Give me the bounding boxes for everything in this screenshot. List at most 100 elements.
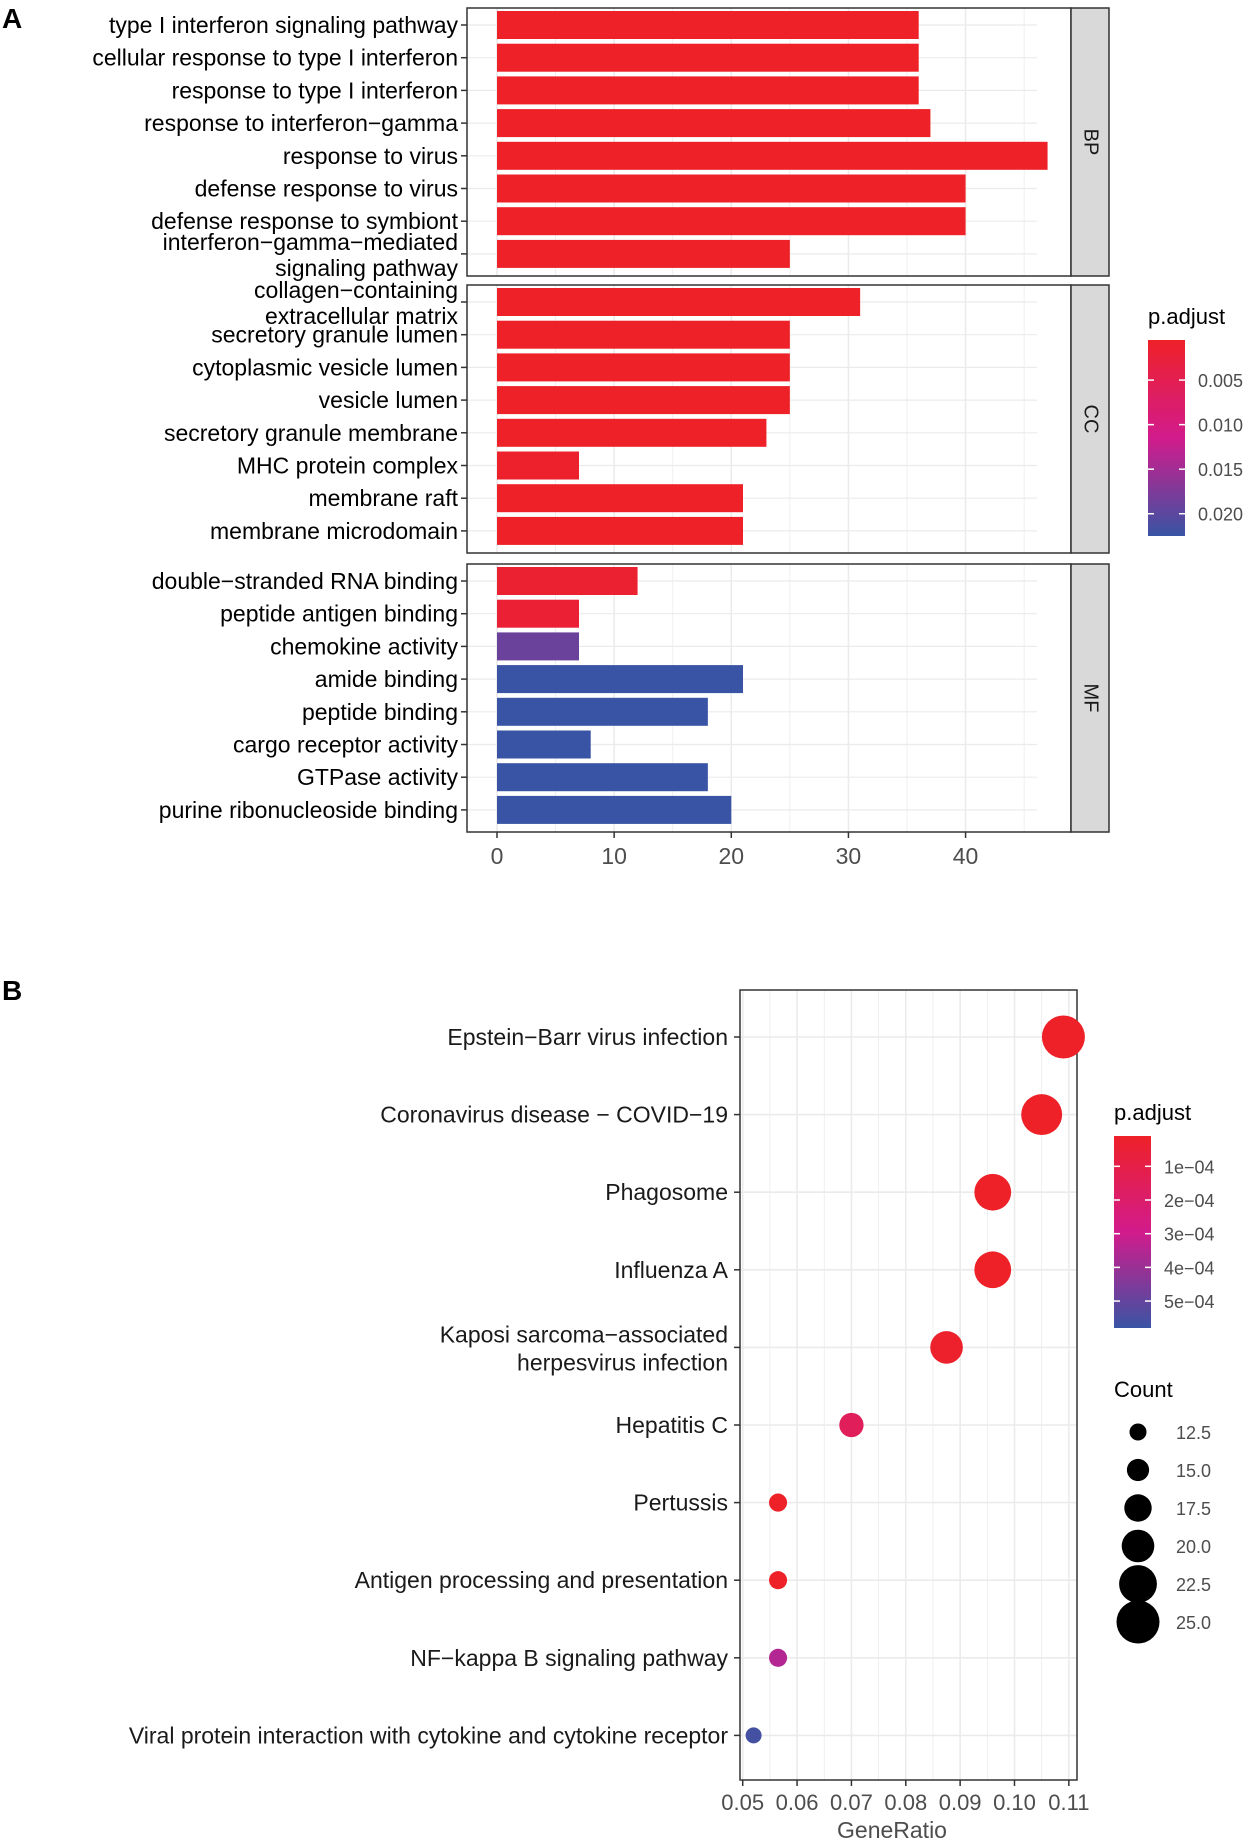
facet-strip-label: MF	[1080, 684, 1102, 713]
size-legend-key	[1119, 1565, 1157, 1603]
category-label: Coronavirus disease − COVID−19	[380, 1102, 728, 1128]
category-label-line: extracellular matrix	[265, 303, 458, 329]
category-label: peptide antigen binding	[220, 601, 458, 627]
chart-a-legend-title: p.adjust	[1148, 304, 1225, 329]
bar	[497, 665, 743, 694]
category-label: response to type I interferon	[172, 77, 458, 103]
x-tick-label: 0.10	[993, 1790, 1036, 1815]
legend-tick-label: 2e−04	[1164, 1191, 1215, 1211]
point	[839, 1412, 864, 1438]
point	[1021, 1094, 1063, 1136]
legend-tick-label: 0.010	[1198, 416, 1243, 436]
category-label-line: herpesvirus infection	[517, 1349, 728, 1375]
x-tick-label: 40	[953, 843, 979, 869]
point	[769, 1493, 788, 1512]
category-label: defense response to symbiont	[151, 208, 458, 234]
category-label: secretory granule lumen	[211, 322, 458, 348]
bar	[497, 484, 743, 513]
legend-tick-label: 0.020	[1198, 505, 1243, 525]
chart-b-size-legend-title: Count	[1114, 1377, 1173, 1402]
bar	[497, 599, 579, 628]
chart-a-category-labels: type I interferon signaling pathway cellu…	[92, 12, 467, 823]
size-legend-label: 20.0	[1176, 1537, 1211, 1557]
chart-b-points	[745, 1015, 1085, 1744]
chart-b-plot-background	[740, 990, 1077, 1780]
bar	[497, 386, 790, 415]
bar	[497, 795, 732, 824]
bar	[497, 697, 708, 726]
bar	[497, 239, 790, 268]
chart-b-color-legend-ticks: 1e−04 2e−04 3e−04 4e−04 5e−04	[1114, 1157, 1215, 1312]
category-label: amide binding	[315, 666, 458, 692]
legend-tick-label: 5e−04	[1164, 1292, 1215, 1312]
facet-strip-label: CC	[1080, 405, 1102, 434]
bar	[497, 418, 767, 447]
point	[974, 1251, 1012, 1289]
chart-b-x-axis: 0.05 0.06 0.07 0.08 0.09 0.10 0.11	[721, 1780, 1089, 1815]
x-tick-label: 20	[718, 843, 744, 869]
category-label-line: signaling pathway	[275, 255, 458, 281]
x-tick-label: 0.06	[776, 1790, 819, 1815]
legend-tick-label: 4e−04	[1164, 1258, 1215, 1278]
chart-b-color-legend-colorbar	[1114, 1136, 1151, 1328]
x-tick-label: 0.05	[721, 1790, 764, 1815]
category-label: secretory granule membrane	[164, 420, 458, 446]
x-tick-label: 0.09	[939, 1790, 982, 1815]
chart-b: Epstein−Barr virus infection Coronavirus …	[129, 989, 1215, 1843]
category-label: vesicle lumen	[319, 387, 458, 413]
x-tick-label: 0.08	[884, 1790, 927, 1815]
category-label: Phagosome	[605, 1179, 728, 1205]
category-label: GTPase activity	[297, 764, 459, 790]
bar	[497, 320, 790, 349]
category-label: membrane microdomain	[210, 518, 458, 544]
size-legend-label: 17.5	[1176, 1499, 1211, 1519]
size-legend-label: 25.0	[1176, 1613, 1211, 1633]
size-legend-key	[1126, 1458, 1150, 1482]
bar	[497, 353, 790, 382]
point	[974, 1173, 1012, 1211]
x-tick-label: 30	[836, 843, 862, 869]
category-label: purine ribonucleoside binding	[159, 797, 458, 823]
category-label: double−stranded RNA binding	[152, 568, 458, 594]
category-label: cellular response to type I interferon	[92, 45, 458, 71]
facet-strip	[1070, 7, 1110, 277]
category-label: Antigen processing and presentation	[355, 1567, 728, 1593]
category-label: interferon−gamma−mediated signaling pathw…	[163, 229, 459, 281]
bar	[497, 109, 931, 138]
bar	[497, 451, 579, 480]
chart-b-size-legend: Count 12.5 15.0 17.5 20.0 22.5 25.0	[1114, 1377, 1211, 1644]
chart-a-legend-colorbar	[1148, 340, 1185, 536]
bar	[497, 730, 591, 759]
point	[1041, 1015, 1085, 1059]
x-tick-label: 0	[491, 843, 504, 869]
bar	[497, 174, 966, 203]
x-tick-label: 0.07	[830, 1790, 873, 1815]
chart-b-category-labels: Epstein−Barr virus infection Coronavirus …	[129, 1024, 740, 1748]
legend-tick-label: 3e−04	[1164, 1225, 1215, 1245]
category-label-line: interferon−gamma−mediated	[163, 229, 458, 255]
size-legend-key	[1116, 1600, 1160, 1644]
bar	[497, 11, 919, 39]
size-legend-key	[1121, 1529, 1155, 1563]
bar	[497, 207, 966, 236]
point	[769, 1571, 788, 1590]
bar	[497, 516, 743, 545]
category-label: collagen−containing extracellular matrix	[254, 277, 458, 329]
panel-label-a: A	[2, 3, 22, 34]
x-tick-label: 0.11	[1048, 1790, 1089, 1815]
bar	[497, 141, 1048, 170]
bar	[497, 43, 919, 72]
size-legend-label: 22.5	[1176, 1575, 1211, 1595]
chart-b-size-legend-keys: 12.5 15.0 17.5 20.0 22.5 25.0	[1116, 1423, 1211, 1644]
bar	[497, 763, 708, 792]
facet-strip	[1070, 284, 1110, 554]
chart-a: type I interferon signaling pathway cellu…	[92, 7, 1243, 869]
category-label: MHC protein complex	[237, 453, 459, 479]
category-label: cargo receptor activity	[233, 732, 458, 758]
size-legend-label: 12.5	[1176, 1423, 1211, 1443]
chart-b-plot-frame	[739, 989, 1078, 1781]
category-label: Influenza A	[614, 1257, 728, 1283]
category-label: Pertussis	[633, 1490, 728, 1516]
facet-strip	[1070, 563, 1110, 833]
